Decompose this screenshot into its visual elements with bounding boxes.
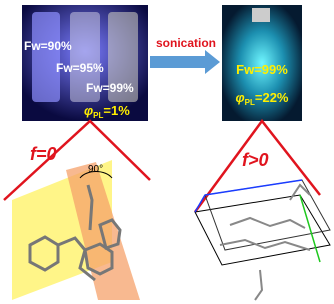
arrow <box>150 50 220 74</box>
cap <box>252 8 270 22</box>
text: =22% <box>255 90 289 105</box>
sub: PL <box>93 111 103 120</box>
f-label: f=0 <box>30 144 57 164</box>
arrow-label: sonication <box>156 36 216 50</box>
label: Fw=99% <box>236 62 288 77</box>
sub: PL <box>245 98 255 107</box>
phi-label: φPL=1% <box>84 103 130 120</box>
label: Fw=99% <box>86 81 134 95</box>
symbol: φ <box>84 103 93 118</box>
label: Fw=90% <box>24 39 72 53</box>
symbol: φ <box>235 90 244 105</box>
figure: Fw=90% Fw=95% Fw=99% φPL=1% sonication F… <box>0 0 334 304</box>
angle-label: 90° <box>88 164 103 175</box>
text: =1% <box>103 103 130 118</box>
label: Fw=95% <box>56 61 104 75</box>
f-label: f>0 <box>242 150 269 170</box>
phi-label: φPL=22% <box>235 90 288 107</box>
vial <box>32 12 60 102</box>
